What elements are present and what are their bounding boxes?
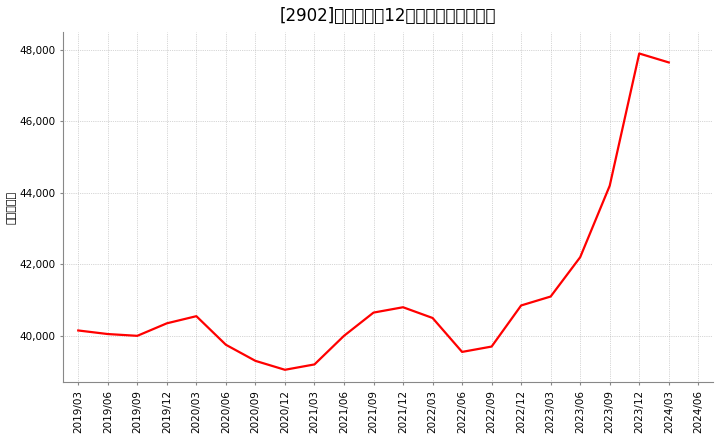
Title: [2902]　売上高の12か月移動合計の推移: [2902] 売上高の12か月移動合計の推移: [280, 7, 497, 25]
Y-axis label: （百万円）: （百万円）: [7, 191, 17, 224]
